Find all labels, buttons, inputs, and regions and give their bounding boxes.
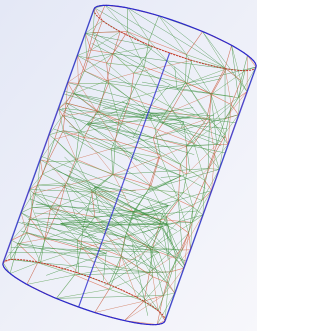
- page-body: (() => { const data = JSON.parse(documen…: [0, 0, 257, 331]
- page: {} html, body { margin: 0; padding: 0; w…: [0, 0, 257, 331]
- mesh-view: [0, 0, 257, 331]
